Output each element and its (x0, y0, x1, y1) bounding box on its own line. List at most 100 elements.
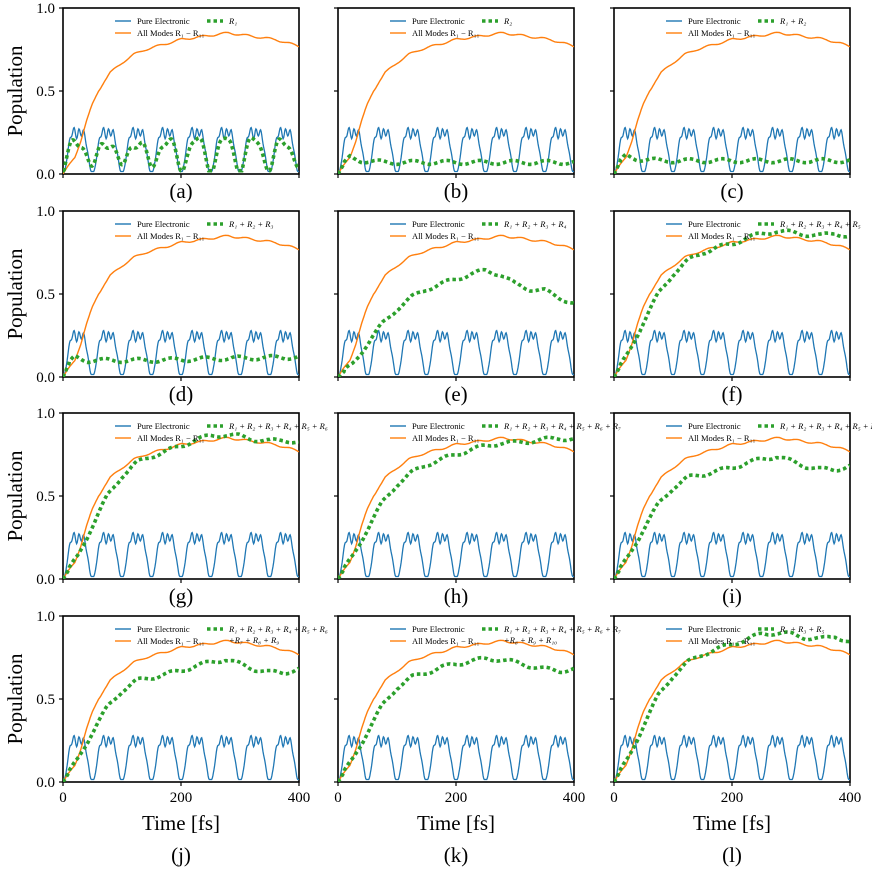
series-pure-electronic (338, 329, 574, 377)
legend: Pure Electronic All Modes R₁ − R₁₁ R₁ + R₂… (666, 219, 861, 241)
y-tick-label: 1.0 (36, 609, 55, 625)
legend-label-all: All Modes R₁ − R₁₁ (137, 231, 205, 241)
y-tick-label: 1.0 (36, 1, 55, 17)
y-axis-label: Population (3, 450, 27, 542)
legend-label-all: All Modes R₁ − R₁₁ (688, 28, 756, 38)
y-axis-label: Population (3, 45, 27, 137)
series-partial-modes (614, 630, 850, 782)
legend-label-all: All Modes R₁ − R₁₁ (137, 636, 205, 646)
series-partial-modes (63, 432, 299, 579)
legend-label-pure: Pure Electronic (688, 16, 741, 26)
legend-label-pure: Pure Electronic (688, 219, 741, 229)
plot-area (63, 639, 299, 782)
legend: Pure Electronic All Modes R₁ − R₁₁ R₁ + R₂… (115, 421, 328, 443)
series-pure-electronic (338, 531, 574, 579)
y-tick-label: 0.5 (36, 84, 55, 100)
series-pure-electronic (614, 734, 850, 782)
legend: Pure Electronic All Modes R₁ − R₁₁ R₁ + R₂ (666, 16, 806, 38)
x-axis-label: Time [fs] (142, 811, 220, 835)
panel-label: (f) (722, 382, 743, 406)
panel-label: (a) (169, 179, 192, 203)
plot-area (338, 234, 574, 377)
y-axis-label: Population (3, 653, 27, 745)
legend-label-partial: R₁ + R₂ + R₃ + R₄ + R₅ (779, 219, 861, 229)
legend-label-pure: Pure Electronic (412, 421, 465, 431)
legend: Pure Electronic All Modes R₁ − R₁₁ R₁ + R₂… (115, 624, 328, 646)
legend: Pure Electronic All Modes R₁ − R₁₁ R₁ + R₂… (390, 219, 567, 241)
legend-label-partial: R₁ + R₃ + R₅ (779, 624, 824, 634)
x-tick-label: 400 (839, 790, 862, 806)
plot-area (614, 630, 850, 782)
legend-label-partial: R₁ + R₂ + R₃ + R₄ + R₅ + R₆ + R₇ (503, 624, 621, 634)
x-axis-label: Time [fs] (417, 811, 495, 835)
series-pure-electronic (614, 126, 850, 174)
legend-label-all: All Modes R₁ − R₁₁ (137, 433, 205, 443)
legend-label-all: All Modes R₁ − R₁₁ (412, 28, 480, 38)
series-all-modes (63, 234, 299, 377)
plot-area (614, 31, 850, 174)
series-pure-electronic (63, 531, 299, 579)
series-partial-modes (338, 655, 574, 782)
y-tick-label: 0.0 (36, 775, 55, 791)
legend-label-all: All Modes R₁ − R₁₁ (688, 231, 756, 241)
legend-label-partial: R₁ + R₂ + R₃ + R₄ + R₅ + R₆ (228, 421, 328, 431)
series-partial-modes (614, 152, 850, 174)
panel-b: Pure Electronic All Modes R₁ − R₁₁ R₂ (b) (334, 7, 575, 203)
series-pure-electronic (338, 126, 574, 174)
plot-area (338, 435, 574, 579)
series-partial-modes (63, 135, 299, 173)
legend-label-pure: Pure Electronic (688, 624, 741, 634)
panel-h: Pure Electronic All Modes R₁ − R₁₁ R₁ + R₂… (334, 412, 621, 608)
legend-label-all: All Modes R₁ − R₁₁ (412, 636, 480, 646)
panel-c: Pure Electronic All Modes R₁ − R₁₁ R₁ + R₂… (610, 7, 851, 203)
panel-label: (i) (722, 584, 742, 608)
panel-label: (g) (169, 584, 194, 608)
legend-label-partial: +R₈ + R₉ + R₁₀ (504, 635, 557, 645)
legend-label-pure: Pure Electronic (137, 421, 190, 431)
legend-label-all: All Modes R₁ − R₁₁ (137, 28, 205, 38)
series-pure-electronic (614, 531, 850, 579)
panel-i: Pure Electronic All Modes R₁ − R₁₁ R₁ + R₂… (610, 412, 872, 608)
series-all-modes (614, 234, 850, 377)
plot-area (614, 228, 850, 377)
legend-label-partial: R₁ (228, 16, 237, 26)
panel-label: (j) (171, 843, 191, 867)
y-tick-label: 1.0 (36, 406, 55, 422)
series-all-modes (338, 436, 574, 579)
y-tick-label: 1.0 (36, 204, 55, 220)
series-all-modes (338, 639, 574, 782)
series-all-modes (614, 436, 850, 579)
x-tick-label: 400 (288, 790, 311, 806)
panel-j: 0.0 0.5 1.0 0 200 400 Pure Electronic All Modes… (3, 609, 328, 867)
legend-label-pure: Pure Electronic (137, 219, 190, 229)
y-tick-label: 0.0 (36, 167, 55, 183)
legend: Pure Electronic All Modes R₁ − R₁₁ R₁ + R₂… (115, 219, 273, 241)
series-all-modes (63, 436, 299, 579)
legend-label-partial: R₂ (503, 16, 512, 26)
series-all-modes (63, 639, 299, 782)
x-axis-label: Time [fs] (693, 811, 771, 835)
y-tick-label: 0.0 (36, 370, 55, 386)
legend-label-partial: R₁ + R₂ + R₃ + R₄ + R₅ + R₆ (228, 624, 328, 634)
legend-label-partial: R₁ + R₂ + R₃ + R₄ + R₅ + R₆ + R₇ (503, 421, 621, 431)
legend-label-all: All Modes R₁ − R₁₁ (412, 433, 480, 443)
legend: Pure Electronic All Modes R₁ − R₁₁ R₁ + R₂… (666, 421, 872, 443)
panel-d: 0.0 0.5 1.0 Pure Electronic All Modes R₁ − R… (3, 204, 300, 406)
y-tick-label: 0.5 (36, 489, 55, 505)
panel-label: (e) (444, 382, 467, 406)
panel-label: (d) (169, 382, 194, 406)
legend: Pure Electronic All Modes R₁ − R₁₁ R₁ + R₂… (390, 624, 621, 646)
panel-e: Pure Electronic All Modes R₁ − R₁₁ R₁ + R₂… (334, 210, 575, 406)
series-partial-modes (614, 228, 850, 377)
x-tick-label: 0 (334, 790, 342, 806)
series-all-modes (614, 31, 850, 174)
legend-label-pure: Pure Electronic (137, 16, 190, 26)
series-all-modes (614, 639, 850, 782)
x-tick-label: 200 (721, 790, 744, 806)
legend-label-partial: R₁ + R₂ (779, 16, 806, 26)
series-pure-electronic (63, 734, 299, 782)
legend-label-partial: R₁ + R₂ + R₃ + R₄ + R₅ + R₆ + R₇ + R₈ (779, 421, 872, 431)
legend: Pure Electronic All Modes R₁ − R₁₁ R₁ + R₂… (390, 421, 621, 443)
legend: Pure Electronic All Modes R₁ − R₁₁ R₂ (390, 16, 512, 38)
